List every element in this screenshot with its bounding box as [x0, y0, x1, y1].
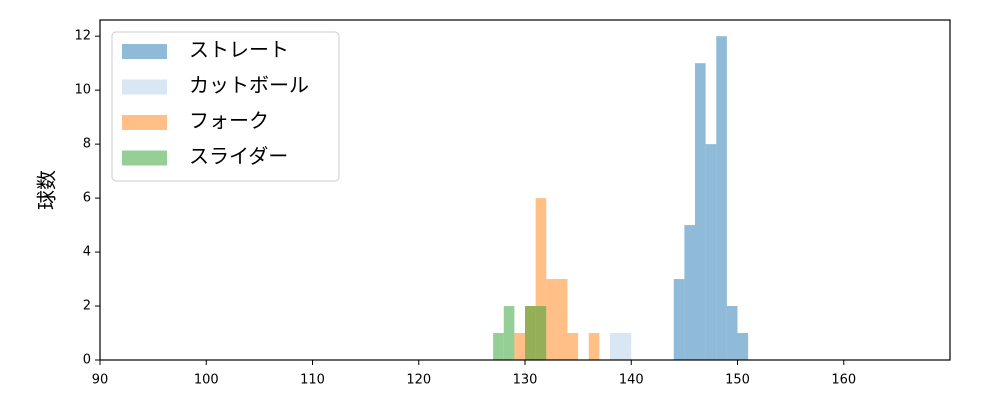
bar [535, 306, 547, 360]
bar [588, 333, 600, 360]
legend-label: スライダー [189, 144, 288, 168]
legend-swatch [122, 44, 167, 59]
bar [514, 333, 525, 360]
bar [525, 306, 536, 360]
x-tick-label: 110 [300, 373, 325, 388]
bar [556, 279, 568, 360]
y-tick-label: 4 [83, 245, 91, 260]
y-tick-label: 6 [83, 191, 91, 206]
x-tick-label: 100 [194, 373, 219, 388]
x-tick-label: 140 [619, 373, 644, 388]
bar [684, 225, 695, 360]
x-tick-label: 120 [406, 373, 431, 388]
x-tick-label: 150 [725, 373, 750, 388]
bar [567, 333, 579, 360]
bar [716, 36, 727, 360]
y-tick-label: 10 [74, 83, 91, 98]
legend-label: カットボール [189, 73, 309, 97]
legend-swatch [122, 150, 167, 166]
legend-swatch [122, 79, 167, 95]
y-tick-label: 12 [74, 29, 91, 44]
bar [705, 144, 717, 360]
legend-label: ストレート [189, 38, 289, 62]
bar [695, 63, 706, 361]
bar [737, 333, 749, 360]
bar [726, 306, 738, 360]
bar [493, 333, 504, 360]
y-tick-label: 2 [83, 299, 91, 314]
y-axis-label: 球数 [35, 170, 59, 210]
x-tick-label: 160 [831, 373, 856, 388]
bar [610, 333, 621, 360]
bar [535, 198, 547, 360]
legend-label: フォーク [189, 109, 269, 133]
legend-box [111, 31, 340, 182]
bar [503, 306, 515, 360]
bar [673, 279, 685, 360]
bar [546, 279, 557, 360]
bar [620, 333, 632, 360]
legend-swatch [122, 115, 167, 130]
x-tick-label: 130 [513, 373, 538, 388]
y-tick-label: 0 [83, 353, 91, 368]
x-tick-label: 90 [92, 373, 109, 388]
y-tick-label: 8 [83, 137, 91, 152]
